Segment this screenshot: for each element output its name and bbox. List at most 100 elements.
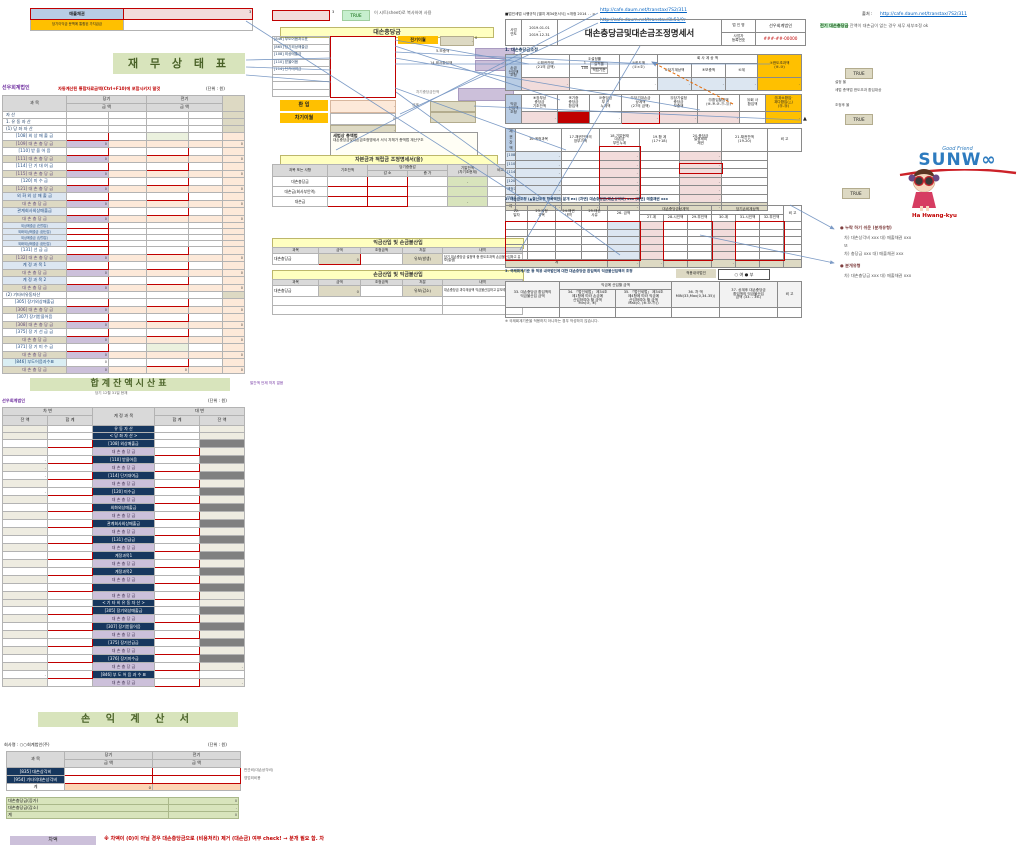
amount-cell[interactable] xyxy=(108,253,147,262)
helper-cell[interactable]: 0 xyxy=(222,253,245,262)
debit-total-cell[interactable] xyxy=(46,519,94,528)
amount-cell[interactable] xyxy=(146,358,189,367)
amount-cell[interactable] xyxy=(66,291,109,299)
debit-balance-cell[interactable] xyxy=(2,543,48,552)
amount-cell[interactable] xyxy=(188,350,223,359)
amount-cell[interactable] xyxy=(108,147,147,156)
amount-cell[interactable] xyxy=(146,111,189,119)
debit-balance-cell[interactable] xyxy=(2,646,48,655)
cell-24[interactable] xyxy=(555,221,582,230)
credit-total-cell[interactable] xyxy=(154,425,201,433)
amount-cell[interactable] xyxy=(146,214,189,223)
v5-cell[interactable]: - xyxy=(691,77,726,91)
regno-value[interactable]: ###-##-00000 xyxy=(755,32,806,46)
debit-balance-cell[interactable] xyxy=(2,479,48,488)
cell-22[interactable] xyxy=(505,251,528,260)
amount-cell[interactable] xyxy=(146,320,189,329)
amount-cell[interactable] xyxy=(188,139,223,148)
amount-cell[interactable] xyxy=(188,358,223,367)
helper-cell[interactable]: 0 xyxy=(222,139,245,148)
cell-note[interactable] xyxy=(783,221,803,230)
cell-32[interactable] xyxy=(759,228,785,237)
credit-balance-cell[interactable] xyxy=(199,646,246,655)
debit-balance-cell[interactable]: - xyxy=(2,455,48,464)
begin-cell[interactable] xyxy=(327,176,368,187)
prev-carry-value[interactable]: - xyxy=(440,36,474,46)
v20-cell[interactable] xyxy=(639,159,680,170)
debit-balance-cell[interactable] xyxy=(2,638,48,647)
amount-cell[interactable] xyxy=(108,214,147,223)
begin-cell[interactable] xyxy=(327,196,368,207)
helper-cell[interactable] xyxy=(222,192,245,201)
amount-cell[interactable] xyxy=(146,268,189,277)
cell-32[interactable] xyxy=(759,243,785,252)
v17-cell[interactable]: - xyxy=(515,176,562,187)
amount-cell[interactable] xyxy=(146,125,189,133)
v20-cell[interactable] xyxy=(639,151,680,161)
amount-cell[interactable] xyxy=(146,343,189,352)
v1-cell[interactable]: - xyxy=(521,77,570,91)
credit-balance-cell[interactable]: - xyxy=(199,678,246,687)
credit-total-cell[interactable] xyxy=(154,583,201,592)
credit-balance-cell[interactable] xyxy=(199,487,246,496)
v37-cell[interactable] xyxy=(719,307,779,318)
helper-cell[interactable] xyxy=(222,132,245,141)
cell-32[interactable] xyxy=(759,236,785,245)
v13-cell[interactable]: - xyxy=(697,111,740,124)
mini-value-2[interactable] xyxy=(123,19,253,31)
credit-total-cell[interactable] xyxy=(154,654,201,663)
debit-total-cell[interactable] xyxy=(46,527,94,536)
cell-31[interactable] xyxy=(735,228,761,237)
helper-cell[interactable]: 0 xyxy=(222,154,245,163)
cell-22[interactable] xyxy=(505,243,528,252)
cell-23[interactable] xyxy=(527,236,556,245)
debit-balance-cell[interactable] xyxy=(2,425,48,433)
note-cell[interactable] xyxy=(721,151,768,161)
debit-balance-cell[interactable]: - xyxy=(2,471,48,480)
amount-cell[interactable] xyxy=(146,335,189,344)
amount-cell[interactable] xyxy=(108,268,147,277)
amount-cell[interactable] xyxy=(108,192,147,201)
amount-cell[interactable]: 0 xyxy=(66,214,109,223)
debit-total-cell[interactable] xyxy=(46,638,94,647)
cell-26[interactable] xyxy=(607,228,640,237)
amount-cell[interactable] xyxy=(188,207,223,216)
helper-cell[interactable] xyxy=(222,162,245,171)
debit-balance-cell[interactable] xyxy=(2,519,48,528)
helper-cell[interactable] xyxy=(222,291,245,299)
debit-balance-cell[interactable] xyxy=(2,591,48,600)
v20-cell[interactable] xyxy=(639,185,680,195)
cell-30[interactable] xyxy=(711,251,737,260)
cell-25[interactable] xyxy=(581,251,608,260)
business-year-value[interactable]: 2019.01.01 ~ 2019.12.31 xyxy=(521,19,558,46)
debit-total-cell[interactable] xyxy=(46,606,94,615)
cell-27[interactable] xyxy=(639,251,664,260)
amount-cell[interactable] xyxy=(108,246,147,255)
credit-total-cell[interactable] xyxy=(154,439,201,448)
debit-total-cell[interactable] xyxy=(46,503,94,512)
cell-26[interactable] xyxy=(607,243,640,252)
amount-cell[interactable] xyxy=(108,111,147,119)
debit-balance-cell[interactable] xyxy=(2,614,48,623)
credit-balance-cell[interactable]: - xyxy=(199,662,246,671)
credit-balance-cell[interactable] xyxy=(199,630,246,639)
amount-cell[interactable] xyxy=(188,199,223,208)
cell-27[interactable] xyxy=(639,236,664,245)
debit-total-cell[interactable] xyxy=(46,670,94,679)
amount-cell[interactable] xyxy=(146,192,189,201)
v20-cell[interactable] xyxy=(639,168,680,178)
amount-cell[interactable] xyxy=(108,154,147,163)
v2-cell[interactable] xyxy=(569,77,620,91)
cell-23[interactable] xyxy=(527,243,556,252)
helper-cell[interactable] xyxy=(222,240,245,247)
decrease-cell[interactable] xyxy=(367,176,408,187)
debit-total-cell[interactable] xyxy=(46,614,94,623)
cell-24[interactable] xyxy=(555,236,582,245)
end-cell[interactable]: - xyxy=(447,196,488,207)
credit-balance-cell[interactable] xyxy=(199,614,246,623)
debit-balance-cell[interactable] xyxy=(2,432,48,440)
amount-cell[interactable] xyxy=(188,268,223,277)
helper-cell[interactable]: 0 xyxy=(222,305,245,314)
amount-cell[interactable] xyxy=(108,276,147,285)
v18-cell[interactable] xyxy=(561,168,600,178)
